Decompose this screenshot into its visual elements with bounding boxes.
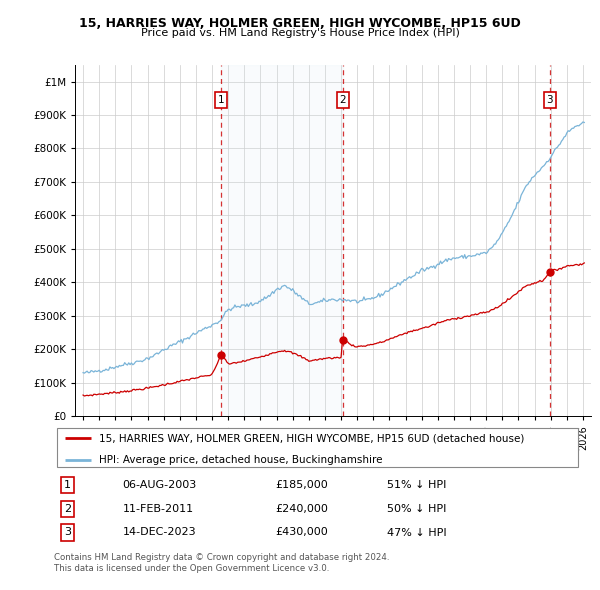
Text: 14-DEC-2023: 14-DEC-2023	[122, 527, 196, 537]
Text: This data is licensed under the Open Government Licence v3.0.: This data is licensed under the Open Gov…	[54, 564, 329, 573]
Text: 06-AUG-2003: 06-AUG-2003	[122, 480, 197, 490]
Text: 2: 2	[340, 95, 346, 105]
Text: 47% ↓ HPI: 47% ↓ HPI	[386, 527, 446, 537]
Text: Contains HM Land Registry data © Crown copyright and database right 2024.: Contains HM Land Registry data © Crown c…	[54, 553, 389, 562]
Text: 3: 3	[547, 95, 553, 105]
Text: Price paid vs. HM Land Registry's House Price Index (HPI): Price paid vs. HM Land Registry's House …	[140, 28, 460, 38]
Text: HPI: Average price, detached house, Buckinghamshire: HPI: Average price, detached house, Buck…	[99, 455, 382, 465]
Text: 11-FEB-2011: 11-FEB-2011	[122, 504, 194, 514]
Text: £240,000: £240,000	[276, 504, 329, 514]
Text: £185,000: £185,000	[276, 480, 329, 490]
Text: 50% ↓ HPI: 50% ↓ HPI	[386, 504, 446, 514]
Text: £430,000: £430,000	[276, 527, 329, 537]
Text: 15, HARRIES WAY, HOLMER GREEN, HIGH WYCOMBE, HP15 6UD (detached house): 15, HARRIES WAY, HOLMER GREEN, HIGH WYCO…	[99, 433, 524, 443]
Text: 1: 1	[218, 95, 225, 105]
Text: 1: 1	[64, 480, 71, 490]
Text: 51% ↓ HPI: 51% ↓ HPI	[386, 480, 446, 490]
Bar	[221, 65, 343, 416]
FancyBboxPatch shape	[56, 428, 578, 467]
Text: 2: 2	[64, 504, 71, 514]
Text: 3: 3	[64, 527, 71, 537]
Text: 15, HARRIES WAY, HOLMER GREEN, HIGH WYCOMBE, HP15 6UD: 15, HARRIES WAY, HOLMER GREEN, HIGH WYCO…	[79, 17, 521, 30]
